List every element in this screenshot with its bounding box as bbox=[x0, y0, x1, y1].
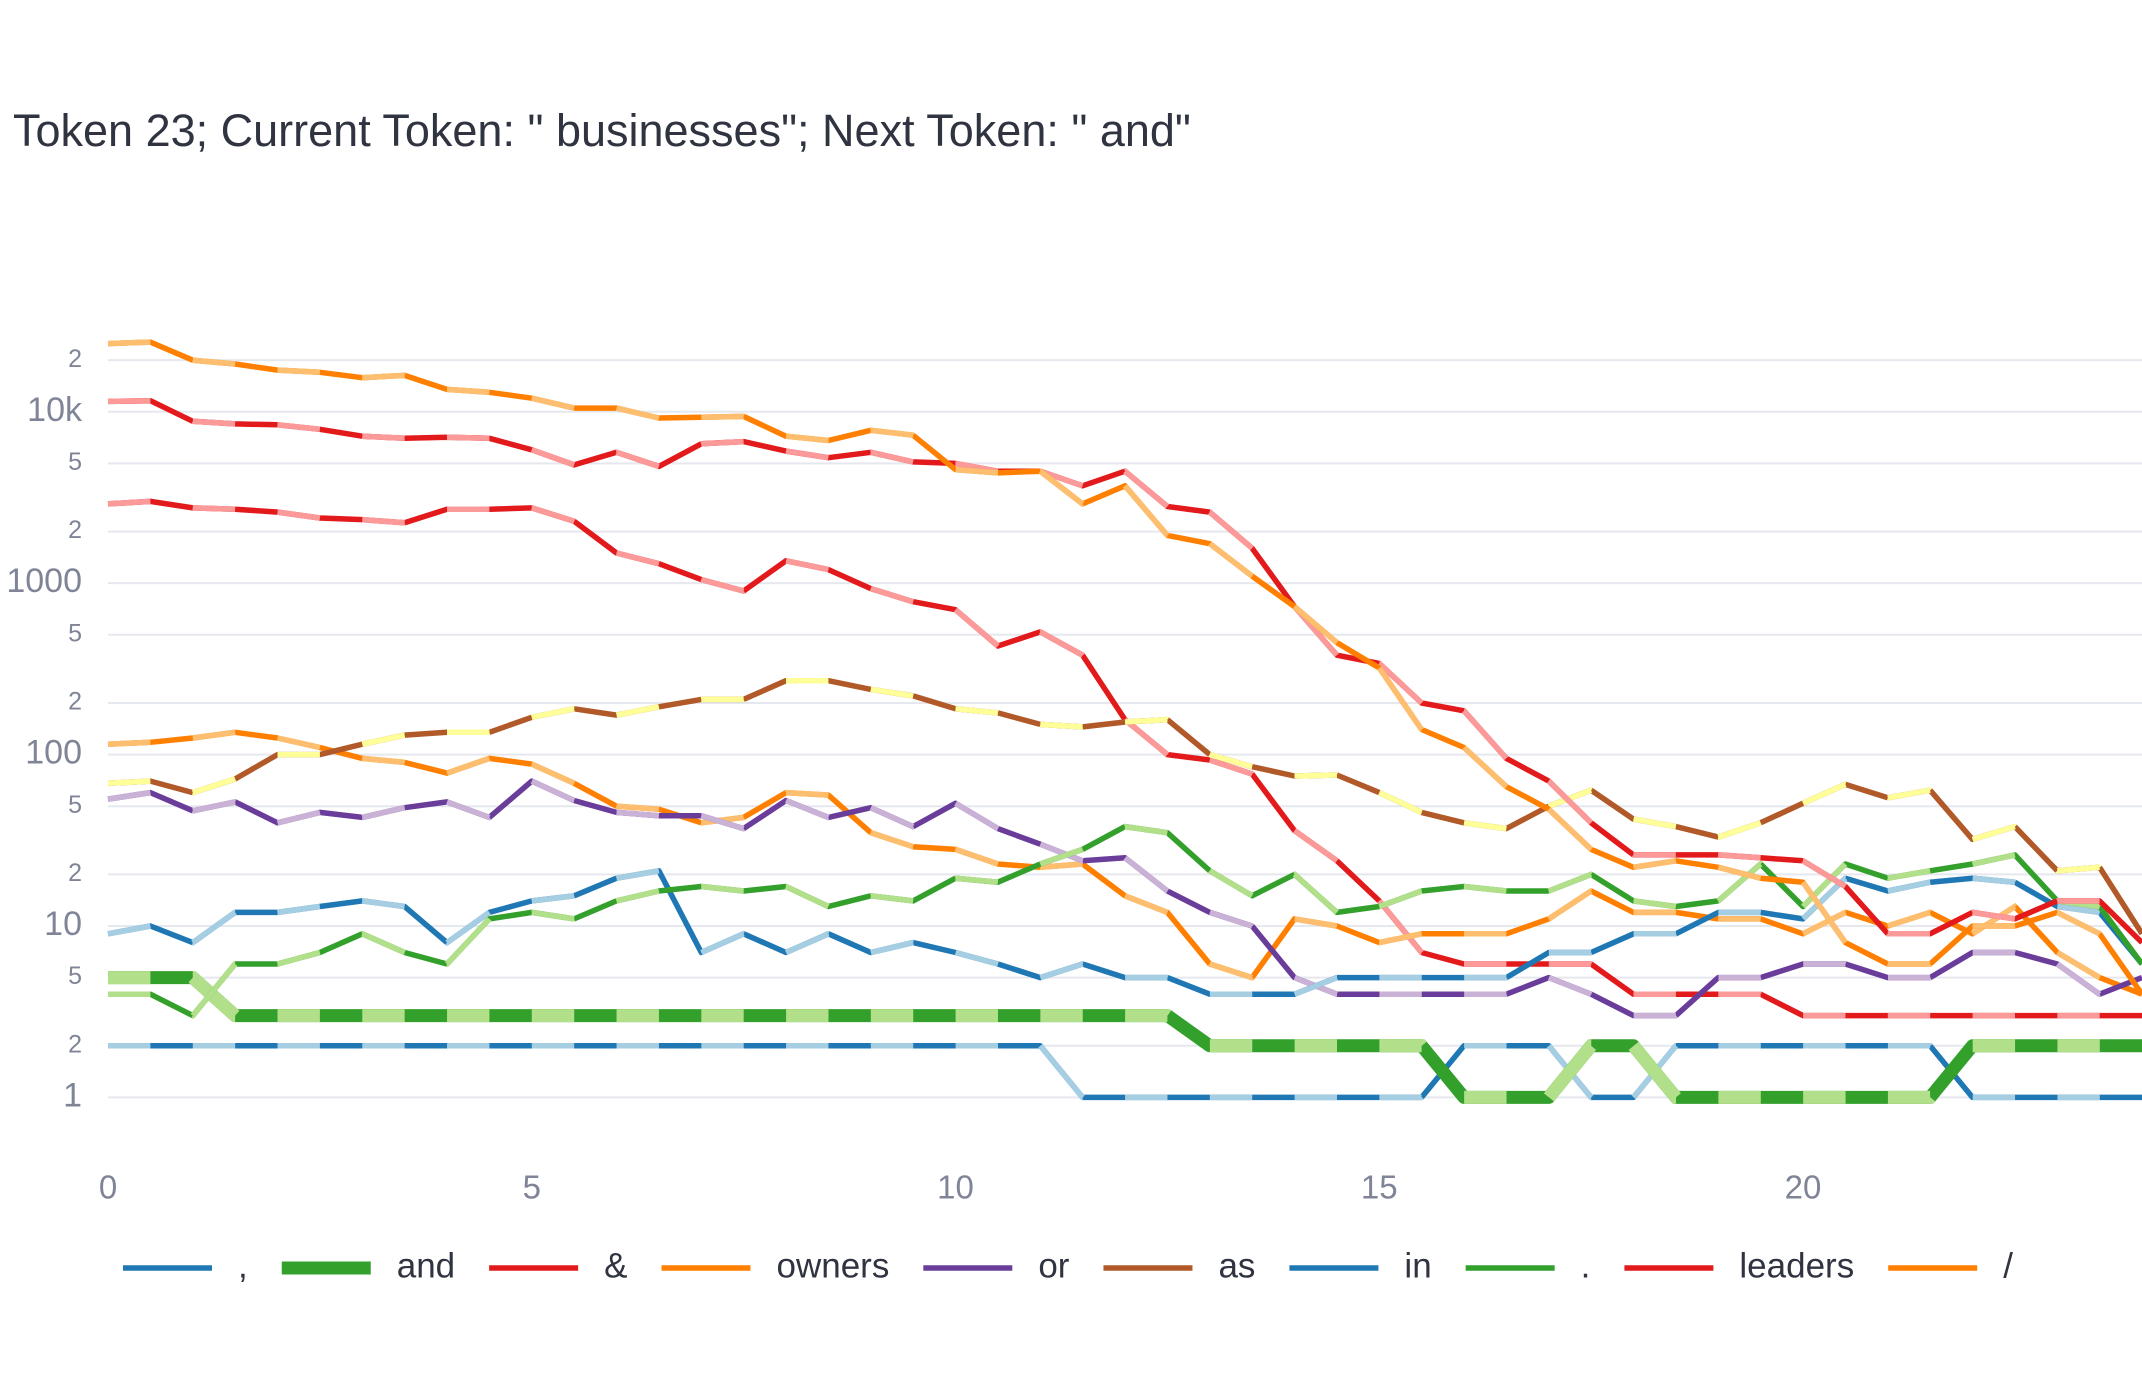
series-line bbox=[107, 339, 2142, 996]
legend-label: as bbox=[1218, 1246, 1255, 1285]
x-tick-label: 10 bbox=[937, 1169, 974, 1206]
x-tick-label: 0 bbox=[99, 1169, 117, 1206]
series-line-highlight bbox=[108, 1043, 2142, 1101]
legend-label: leaders bbox=[1739, 1246, 1854, 1285]
x-tick-label: 15 bbox=[1361, 1169, 1398, 1206]
series-line bbox=[108, 971, 2142, 1104]
series-line bbox=[107, 498, 2142, 1019]
legend-label: . bbox=[1581, 1246, 1591, 1285]
legend: , and & owners or as in. leaders / bbox=[123, 1246, 2013, 1285]
legend-label: or bbox=[1038, 1246, 1069, 1285]
y-tick-label: 5 bbox=[68, 962, 82, 990]
y-tick-label: 1000 bbox=[6, 562, 82, 600]
y-tick-label: 2 bbox=[68, 1030, 82, 1058]
y-tick-label: 2 bbox=[68, 345, 82, 373]
legend-label: , bbox=[238, 1246, 248, 1285]
series-line-highlight bbox=[107, 867, 2142, 997]
series-line-highlight bbox=[108, 823, 2142, 1020]
legend-label: in bbox=[1404, 1246, 1431, 1285]
y-tick-label: 5 bbox=[68, 619, 82, 647]
x-tick-label: 5 bbox=[523, 1169, 541, 1206]
y-tick-label: 2 bbox=[68, 516, 82, 544]
legend-label: owners bbox=[777, 1246, 890, 1285]
y-tick-label: 10k bbox=[27, 391, 83, 429]
chart-title: Token 23; Current Token: " businesses"; … bbox=[13, 105, 1191, 156]
plot-area bbox=[107, 339, 2142, 1104]
series-line-highlight bbox=[107, 397, 2142, 945]
y-tick-label: 2 bbox=[68, 859, 82, 887]
legend-label: & bbox=[604, 1246, 627, 1285]
legend-label: / bbox=[2003, 1246, 2013, 1285]
series-line-highlight bbox=[108, 971, 2142, 1104]
series-line bbox=[107, 677, 2142, 936]
series-line bbox=[108, 1043, 2142, 1101]
series-line bbox=[107, 397, 2142, 945]
y-tick-label: 1 bbox=[63, 1076, 82, 1114]
x-tick-label: 20 bbox=[1785, 1169, 1822, 1206]
y-tick-label: 100 bbox=[25, 734, 82, 772]
series-line bbox=[107, 778, 2142, 1019]
series-line-highlight bbox=[107, 498, 2142, 1019]
series-line bbox=[107, 729, 2142, 997]
y-tick-label: 10 bbox=[44, 905, 82, 943]
y-tick-label: 2 bbox=[68, 688, 82, 716]
y-tick-label: 5 bbox=[68, 791, 82, 819]
series-line bbox=[108, 823, 2142, 1019]
legend-label: and bbox=[397, 1246, 455, 1285]
y-tick-label: 5 bbox=[68, 448, 82, 476]
